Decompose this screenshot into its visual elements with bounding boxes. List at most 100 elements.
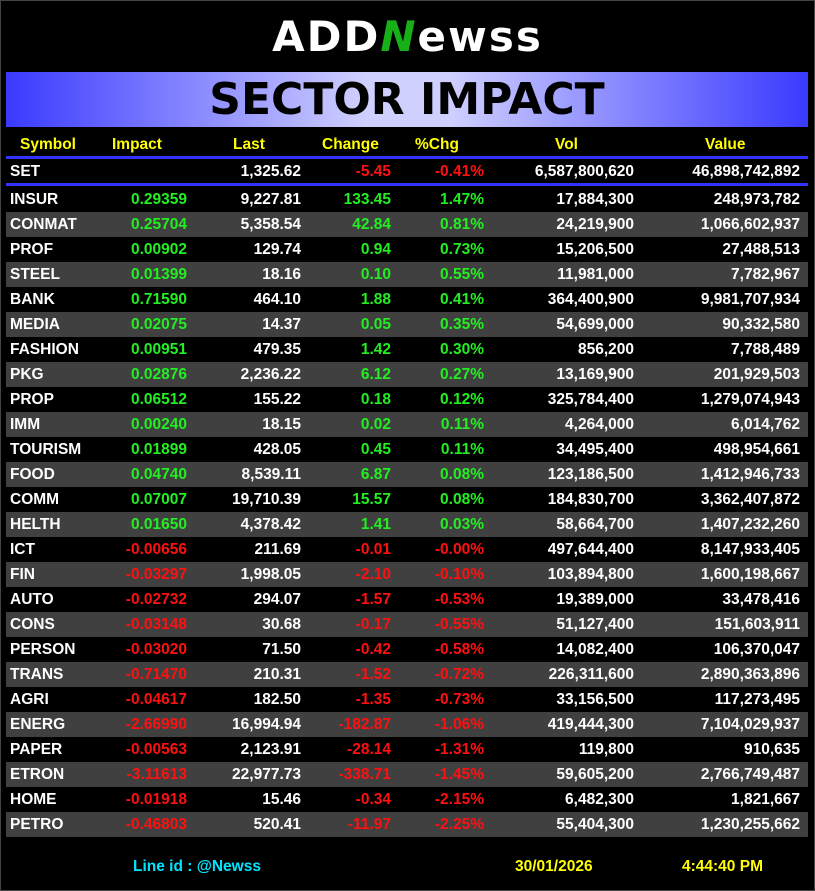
line-id: Line id : @Newss bbox=[133, 858, 261, 875]
cell-change: -338.71 bbox=[338, 766, 391, 783]
cell-value: 9,981,707,934 bbox=[700, 291, 800, 308]
cell-pct: 0.03% bbox=[440, 516, 484, 533]
cell-impact: 0.06512 bbox=[130, 391, 187, 408]
cell-vol: 6,587,800,620 bbox=[534, 163, 634, 180]
cell-impact: 0.00951 bbox=[130, 341, 187, 358]
table-row: MEDIA 0.02075 14.37 0.05 0.35% 54,699,000 90,3… bbox=[6, 312, 808, 337]
cell-pct: 0.81% bbox=[440, 216, 484, 233]
cell-pct: 0.73% bbox=[440, 241, 484, 258]
logo-n: N bbox=[380, 12, 418, 61]
cell-impact: 0.01899 bbox=[130, 441, 187, 458]
cell-pct: -0.53% bbox=[434, 591, 484, 608]
table-row: TRANS -0.71470 210.31 -1.52 -0.72% 226,311,60… bbox=[6, 662, 808, 687]
table-row: PAPER -0.00563 2,123.91 -28.14 -1.31% 119,800… bbox=[6, 737, 808, 762]
cell-last: 5,358.54 bbox=[240, 216, 301, 233]
cell-pct: -0.55% bbox=[434, 616, 484, 633]
cell-pct: -0.58% bbox=[434, 641, 484, 658]
cell-impact: -0.46803 bbox=[125, 816, 187, 833]
cell-pct: 0.11% bbox=[440, 441, 484, 458]
cell-pct: 1.47% bbox=[440, 191, 484, 208]
cell-pct: -0.41% bbox=[434, 163, 484, 180]
cell-change: 0.10 bbox=[360, 266, 391, 283]
cell-pct: 0.41% bbox=[440, 291, 484, 308]
cell-value: 90,332,580 bbox=[722, 316, 800, 333]
col-pctchg: %Chg bbox=[415, 136, 459, 153]
cell-vol: 119,800 bbox=[578, 741, 634, 758]
cell-symbol: FIN bbox=[10, 566, 35, 583]
cell-vol: 13,169,900 bbox=[556, 366, 634, 383]
cell-vol: 14,082,400 bbox=[556, 641, 634, 658]
cell-pct: -1.06% bbox=[434, 716, 484, 733]
cell-last: 211.69 bbox=[254, 541, 301, 558]
cell-symbol: PROP bbox=[10, 391, 54, 408]
table-row: INSUR 0.29359 9,227.81 133.45 1.47% 17,884,30… bbox=[6, 187, 808, 212]
cell-last: 520.41 bbox=[253, 816, 301, 833]
table-row: FASHION 0.00951 479.35 1.42 0.30% 856,200 7,78… bbox=[6, 337, 808, 362]
cell-pct: 0.30% bbox=[440, 341, 484, 358]
cell-change: -0.17 bbox=[355, 616, 391, 633]
cell-last: 464.10 bbox=[253, 291, 301, 308]
cell-vol: 184,830,700 bbox=[547, 491, 634, 508]
cell-change: 133.45 bbox=[343, 191, 391, 208]
cell-symbol: TRANS bbox=[10, 666, 64, 683]
index-divider bbox=[6, 183, 808, 186]
column-header-row: Symbol Impact Last Change %Chg Vol Value bbox=[6, 132, 808, 157]
cell-vol: 59,605,200 bbox=[556, 766, 634, 783]
col-symbol: Symbol bbox=[20, 136, 76, 153]
cell-value: 7,782,967 bbox=[731, 266, 800, 283]
cell-symbol: BANK bbox=[10, 291, 55, 308]
col-change: Change bbox=[322, 136, 379, 153]
cell-change: -11.97 bbox=[347, 816, 391, 833]
table-row: AUTO -0.02732 294.07 -1.57 -0.53% 19,389,000 3… bbox=[6, 587, 808, 612]
table-row: ETRON -3.11613 22,977.73 -338.71 -1.45% 59,60… bbox=[6, 762, 808, 787]
cell-change: -0.34 bbox=[355, 791, 391, 808]
cell-change: 15.57 bbox=[352, 491, 391, 508]
cell-last: 16,994.94 bbox=[232, 716, 301, 733]
table-row: IMM 0.00240 18.15 0.02 0.11% 4,264,000 6,014,7… bbox=[6, 412, 808, 437]
cell-impact: 0.01399 bbox=[130, 266, 187, 283]
cell-value: 1,407,232,260 bbox=[700, 516, 800, 533]
cell-impact: -0.00563 bbox=[125, 741, 187, 758]
cell-change: 6.87 bbox=[360, 466, 391, 483]
cell-last: 18.15 bbox=[262, 416, 301, 433]
cell-change: 0.94 bbox=[360, 241, 391, 258]
cell-last: 182.50 bbox=[253, 691, 301, 708]
cell-impact: -2.66990 bbox=[125, 716, 187, 733]
cell-value: 33,478,416 bbox=[722, 591, 800, 608]
cell-value: 7,104,029,937 bbox=[700, 716, 800, 733]
cell-impact: 0.00240 bbox=[130, 416, 187, 433]
cell-vol: 24,219,900 bbox=[556, 216, 634, 233]
cell-symbol: AGRI bbox=[10, 691, 49, 708]
cell-value: 151,603,911 bbox=[714, 616, 800, 633]
cell-last: 129.74 bbox=[253, 241, 301, 258]
cell-value: 201,929,503 bbox=[713, 366, 800, 383]
cell-last: 155.22 bbox=[253, 391, 301, 408]
cell-value: 117,273,495 bbox=[714, 691, 800, 708]
cell-vol: 19,389,000 bbox=[556, 591, 634, 608]
cell-symbol: CONMAT bbox=[10, 216, 77, 233]
cell-change: -182.87 bbox=[338, 716, 391, 733]
table-row: BANK 0.71590 464.10 1.88 0.41% 364,400,900 9,9… bbox=[6, 287, 808, 312]
cell-impact: 0.25704 bbox=[130, 216, 187, 233]
cell-vol: 17,884,300 bbox=[556, 191, 634, 208]
cell-value: 498,954,661 bbox=[713, 441, 800, 458]
cell-impact: 0.00902 bbox=[130, 241, 187, 258]
cell-change: 1.41 bbox=[360, 516, 391, 533]
cell-value: 1,600,198,667 bbox=[700, 566, 800, 583]
cell-last: 1,325.62 bbox=[240, 163, 301, 180]
cell-vol: 856,200 bbox=[577, 341, 634, 358]
cell-last: 19,710.39 bbox=[232, 491, 301, 508]
cell-impact: -0.00656 bbox=[125, 541, 187, 558]
cell-symbol: FASHION bbox=[10, 341, 79, 358]
cell-last: 22,977.73 bbox=[232, 766, 301, 783]
header-divider bbox=[6, 156, 808, 159]
cell-last: 1,998.05 bbox=[240, 566, 301, 583]
cell-change: -5.45 bbox=[355, 163, 391, 180]
cell-impact: 0.04740 bbox=[130, 466, 187, 483]
cell-pct: 0.12% bbox=[440, 391, 484, 408]
cell-change: 6.12 bbox=[360, 366, 391, 383]
table-row: STEEL 0.01399 18.16 0.10 0.55% 11,981,000 7,78… bbox=[6, 262, 808, 287]
cell-symbol: CONS bbox=[10, 616, 55, 633]
cell-symbol: MEDIA bbox=[10, 316, 60, 333]
cell-vol: 58,664,700 bbox=[556, 516, 634, 533]
